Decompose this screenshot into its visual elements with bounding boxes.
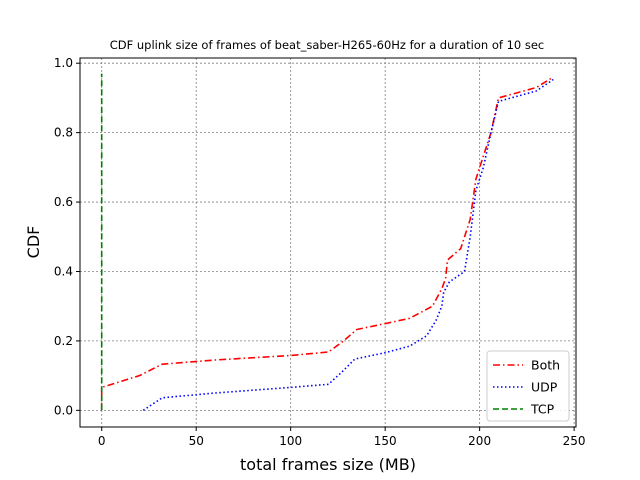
legend: Both UDP TCP (486, 350, 570, 422)
x-tick-label: 50 (189, 434, 204, 448)
series-lines (100, 73, 554, 411)
chart-title: CDF uplink size of frames of beat_saber-… (110, 38, 545, 52)
x-tick-label: 200 (468, 434, 491, 448)
x-tick-label: 100 (279, 434, 302, 448)
legend-box (486, 350, 570, 422)
y-tick-label: 0.8 (54, 126, 73, 140)
y-axis-ticks: 0.0 0.2 0.4 0.6 0.8 1.0 (54, 56, 80, 417)
legend-label-udp: UDP (531, 380, 558, 395)
x-tick-label: 150 (374, 434, 397, 448)
grid-lines (80, 58, 576, 427)
series-line-both (100, 76, 554, 411)
plot-frame (79, 57, 577, 428)
y-axis-label: CDF (24, 226, 43, 259)
x-axis-label: total frames size (MB) (240, 455, 416, 474)
y-tick-label: 0.4 (54, 264, 73, 278)
x-tick-label: 0 (98, 434, 106, 448)
series-line-udp (142, 78, 554, 411)
x-tick-label: 250 (563, 434, 586, 448)
y-tick-label: 0.2 (54, 334, 73, 348)
legend-label-both: Both (531, 358, 560, 373)
x-axis-ticks: 0 50 100 150 200 250 (98, 427, 586, 448)
y-tick-label: 1.0 (54, 56, 73, 70)
legend-label-tcp: TCP (530, 402, 555, 417)
y-tick-label: 0.0 (54, 403, 73, 417)
y-tick-label: 0.6 (54, 195, 73, 209)
